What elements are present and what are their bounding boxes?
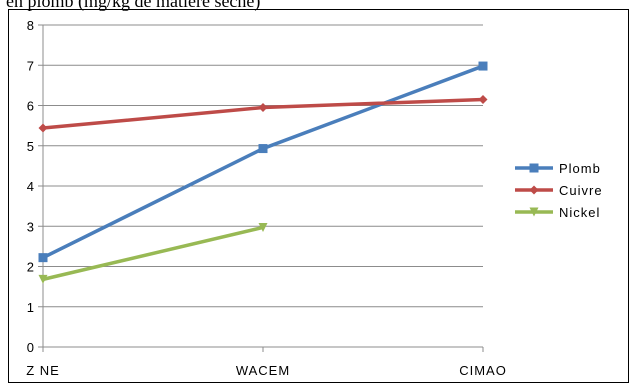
y-tick-label: 6 [27,99,34,114]
data-point-nickel [258,222,268,232]
y-tick-label: 4 [27,179,34,194]
legend-marker-cuivre [529,185,539,195]
x-tick-label: CIMAO [459,363,507,378]
legend-label-nickel: Nickel [559,205,600,220]
legend-marker-nickel [529,207,539,217]
y-tick-label: 0 [27,340,34,355]
y-tick-label: 8 [27,18,34,33]
y-tick-label: 1 [27,300,34,315]
legend-label-plomb: Plomb [559,161,601,176]
data-point-cuivre [478,94,488,104]
data-point-plomb [478,61,488,71]
data-point-nickel [38,274,48,284]
legend-marker-plomb [529,163,539,173]
y-tick-label: 7 [27,58,34,73]
y-tick-label: 2 [27,260,34,275]
data-point-cuivre [38,123,48,133]
chart-frame [8,9,629,383]
data-point-plomb [38,253,48,263]
header-text: en plomb (mg/kg de matière sèche) [6,0,261,11]
x-tick-label: Z NE [26,363,60,378]
legend-label-cuivre: Cuivre [559,183,603,198]
x-tick-label: WACEM [236,363,290,378]
y-tick-label: 5 [27,139,34,154]
y-tick-label: 3 [27,219,34,234]
data-point-plomb [258,144,268,154]
series-line-nickel [42,225,264,282]
data-point-cuivre [258,103,268,113]
